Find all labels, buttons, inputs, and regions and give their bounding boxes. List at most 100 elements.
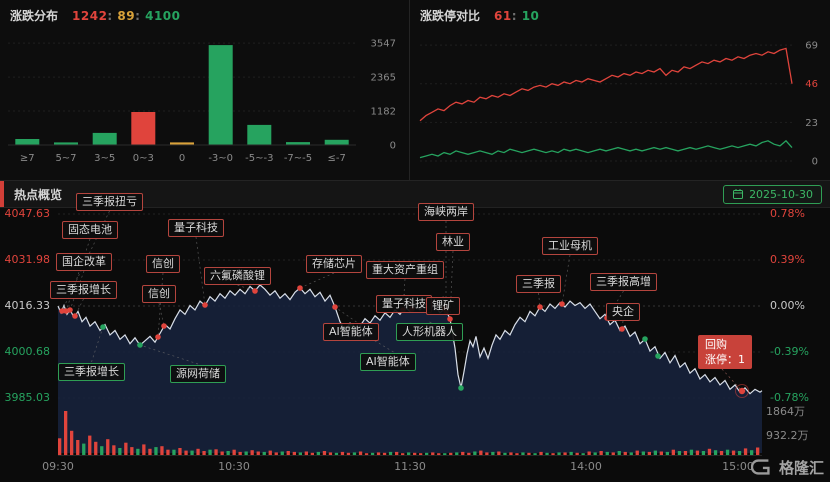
event-dot	[332, 304, 338, 310]
volume-bar	[208, 449, 212, 455]
hotspot-label[interactable]: 量子科技	[376, 295, 432, 313]
volume-bar	[340, 451, 345, 455]
event-dot	[252, 288, 258, 294]
volume-bar	[346, 452, 351, 455]
volume-bar	[364, 453, 369, 455]
volume-bar	[268, 450, 272, 455]
volume-bar	[148, 448, 152, 455]
panel-distribution: 涨跌分布 1242: 89: 4100 3547 2365 1182 0 ≥7 5~7 3~…	[0, 0, 410, 180]
volume-bar	[118, 448, 122, 455]
volume-bar	[220, 451, 224, 455]
volume-bar	[352, 452, 357, 455]
event-dot	[447, 316, 453, 322]
distribution-bar	[247, 124, 272, 145]
hotspot-label[interactable]: 量子科技	[168, 219, 224, 237]
hotspot-label[interactable]: 存储芯片	[306, 255, 362, 273]
distribution-title: 涨跌分布	[10, 9, 59, 23]
volume-bar	[647, 451, 651, 455]
volume-bar	[671, 449, 675, 455]
volume-bar	[653, 450, 657, 455]
volume-bar	[623, 451, 627, 455]
volume-bar	[467, 452, 471, 455]
up-count: 1242	[72, 9, 108, 23]
volume-bar	[449, 452, 453, 455]
volume-bar	[611, 452, 615, 455]
volume-bar	[635, 450, 639, 455]
hotspot-label[interactable]: 工业母机	[542, 237, 598, 255]
buyback-badge[interactable]: 回购 涨停：1	[698, 335, 752, 369]
volume-bar	[250, 450, 254, 455]
hotspot-label[interactable]: 重大资产重组	[366, 261, 444, 279]
volume-bar	[370, 452, 375, 455]
event-dot	[537, 304, 543, 310]
hotspot-label[interactable]: 三季报增长	[50, 281, 117, 299]
volume-bar	[166, 449, 170, 455]
x-axis-tick: ≤-7	[328, 153, 346, 164]
volume-bar	[76, 440, 80, 455]
distribution-bar	[324, 139, 349, 145]
limit-down-count: 10	[521, 9, 540, 23]
volume-bar	[82, 443, 86, 455]
limit-compare-title: 涨跌停对比	[420, 9, 481, 23]
hotspot-label[interactable]: 三季报	[516, 275, 561, 293]
volume-bar	[545, 452, 549, 455]
label-connector	[74, 298, 84, 317]
gelonghui-logo-icon	[750, 459, 770, 475]
x-axis-tick: ≥7	[20, 153, 35, 164]
event-dot	[155, 334, 161, 340]
volume-bar	[491, 451, 495, 455]
hotspot-label[interactable]: 三季报扭亏	[76, 193, 143, 211]
volume-bar	[124, 442, 128, 455]
label-connector	[561, 254, 571, 305]
volume-bar	[587, 451, 591, 455]
hotspots-title: 热点概览	[14, 187, 63, 202]
hotspot-label[interactable]: 林业	[436, 233, 470, 251]
hotspot-label[interactable]: 央企	[606, 303, 640, 321]
hotspot-label[interactable]: AI智能体	[323, 323, 379, 341]
volume-bar	[184, 450, 188, 455]
distribution-bar	[92, 132, 117, 145]
volume-bar	[695, 450, 700, 455]
separator: :	[511, 9, 522, 23]
volume-bar	[256, 451, 260, 455]
volume-bar	[328, 452, 333, 455]
x-axis-tick: 0~3	[133, 153, 154, 164]
hotspot-label[interactable]: 固态电池	[62, 221, 118, 239]
hotspot-label[interactable]: 人形机器人	[396, 323, 463, 341]
volume-bar	[437, 453, 441, 455]
hotspot-label[interactable]: 三季报高增	[590, 273, 657, 291]
top-panels: 涨跌分布 1242: 89: 4100 3547 2365 1182 0 ≥7 5~7 3~…	[0, 0, 830, 181]
volume-bar	[154, 447, 158, 455]
hotspot-label[interactable]: 信创	[142, 285, 176, 303]
volume-bar	[88, 435, 92, 455]
hotspot-label[interactable]: 信创	[146, 255, 180, 273]
series-line-r	[419, 47, 793, 122]
volume-bar	[316, 451, 320, 455]
volume-bar	[443, 453, 447, 455]
hotspot-label[interactable]: 锂矿	[426, 297, 460, 315]
hotspots-header: 热点概览 2025-10-30	[0, 181, 830, 208]
hotspot-label[interactable]: AI智能体	[360, 353, 416, 371]
flat-count: 89	[117, 9, 136, 23]
volume-bar	[737, 451, 742, 455]
hotspot-label[interactable]: 海峡两岸	[418, 203, 474, 221]
volume-bar	[473, 451, 477, 455]
date-picker[interactable]: 2025-10-30	[723, 184, 822, 204]
hotspot-label[interactable]: 源网荷储	[170, 365, 226, 383]
hotspot-label[interactable]: 三季报增长	[58, 363, 125, 381]
volume-bar	[533, 453, 537, 455]
calendar-icon	[733, 189, 744, 199]
hotspot-label[interactable]: 国企改革	[56, 253, 112, 271]
x-axis-tick: 0	[179, 153, 185, 164]
volume-bar	[563, 452, 567, 455]
volume-bar	[382, 452, 387, 455]
volume-bar	[485, 452, 489, 455]
limit-compare-stats: 61: 10	[494, 9, 539, 23]
volume-bar	[100, 446, 104, 455]
hotspot-label[interactable]: 六氟磷酸锂	[204, 267, 271, 285]
volume-bar	[629, 452, 633, 455]
label-connector	[157, 272, 164, 338]
label-connector	[91, 326, 104, 363]
volume-bar	[509, 452, 513, 455]
volume-bar	[527, 452, 531, 455]
